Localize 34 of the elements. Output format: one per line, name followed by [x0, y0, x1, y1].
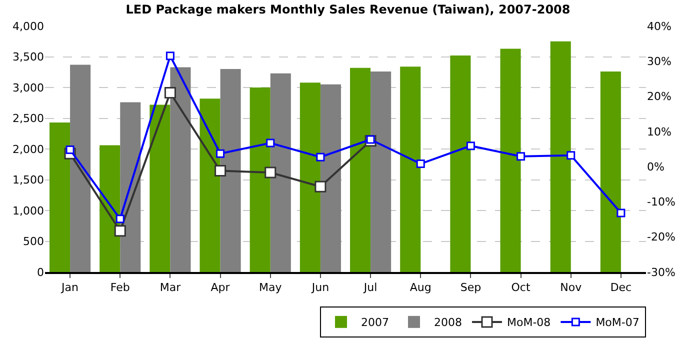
y-tick-label: 1,000 [12, 204, 44, 218]
y2-tick-label: -10% [647, 196, 676, 209]
y-tick-label: 4,000 [12, 20, 44, 33]
y-tick-label: 500 [23, 235, 44, 248]
y-tick-label: 2,500 [12, 112, 44, 126]
x-tick-label: Jul [362, 281, 378, 294]
x-tick-label: Dec [610, 281, 632, 294]
legend-label: MoM-07 [596, 316, 640, 330]
x-tick-label: Jan [60, 281, 79, 294]
x-tick-label: Nov [560, 281, 582, 294]
y2-tick-label: -20% [647, 230, 676, 244]
x-tick-label: Mar [160, 281, 182, 294]
legend-label: MoM-08 [507, 316, 551, 330]
y2-tick-label: 20% [647, 90, 672, 104]
y2-tick-label: 40% [647, 20, 672, 33]
y-tick-label: 3,500 [12, 50, 44, 64]
y-tick-label: 2,000 [12, 142, 44, 156]
legend-label: 2007 [361, 316, 389, 330]
x-tick-label: Jun [310, 281, 330, 294]
y-tick-label: 1,500 [12, 174, 44, 187]
y2-tick-label: 30% [647, 54, 672, 68]
y2-tick-label: 10% [647, 125, 672, 138]
x-tick-label: Oct [511, 281, 531, 294]
x-tick-label: May [259, 281, 282, 294]
legend-label: 2008 [434, 316, 462, 330]
x-tick-label: Apr [210, 281, 230, 294]
y-tick-label: 3,000 [12, 81, 44, 94]
x-tick-label: Aug [410, 281, 432, 294]
x-tick-label: Sep [460, 281, 482, 294]
chart-title: LED Package makers Monthly Sales Revenue (Taiwan), 2007-2008 [126, 2, 570, 17]
x-tick-label: Feb [110, 281, 130, 294]
y2-tick-label: -30% [647, 266, 676, 279]
y2-tick-label: 0% [647, 160, 664, 174]
y-tick-label: 0 [37, 266, 44, 279]
